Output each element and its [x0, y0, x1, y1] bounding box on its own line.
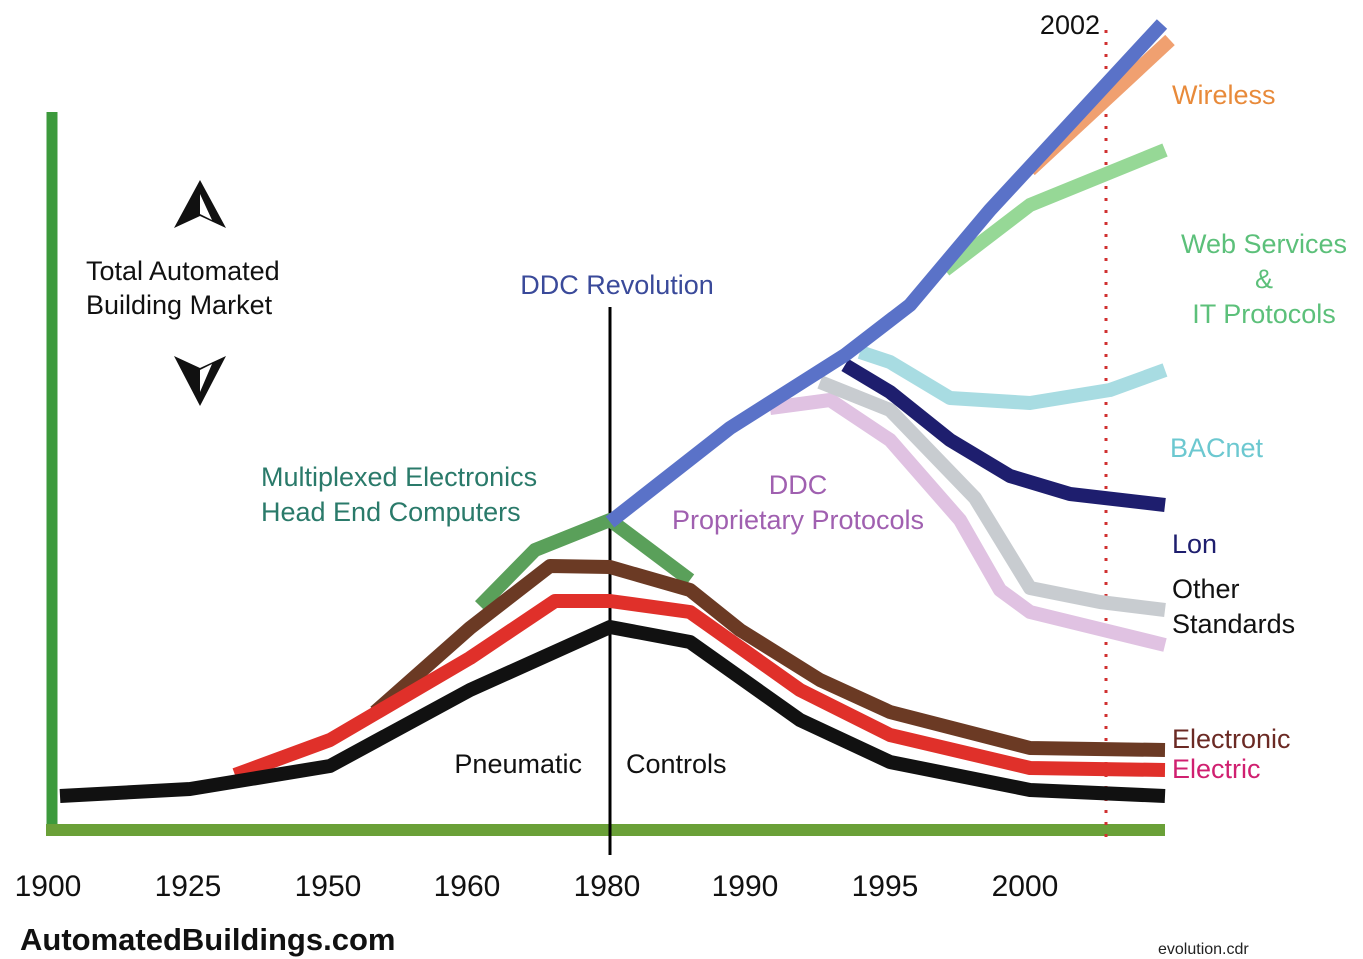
- pneumatic-label: Pneumatic: [454, 749, 582, 779]
- ddc-curve: [605, 19, 1168, 528]
- pneumatic-curve: [59, 620, 1166, 803]
- web-services-label: IT Protocols: [1192, 299, 1336, 329]
- year-label: 2002: [1040, 10, 1100, 40]
- up-arrow: [174, 180, 226, 228]
- file-label: evolution.cdr: [1158, 941, 1249, 958]
- market-label: Total Automated: [86, 256, 280, 286]
- multiplexed-label: Multiplexed Electronics: [261, 462, 537, 492]
- down-arrow: [174, 356, 226, 406]
- ddc-proprietary-label: Proprietary Protocols: [672, 505, 924, 535]
- electronic-label: Electronic: [1172, 724, 1291, 754]
- web-services-curve: [940, 143, 1168, 276]
- bacnet-curve: [857, 345, 1168, 410]
- x-tick-label: 1950: [295, 870, 362, 903]
- web-services-label: &: [1255, 264, 1273, 294]
- electronic-curve: [370, 559, 1166, 757]
- ddc-revolution-label: DDC Revolution: [520, 270, 714, 300]
- multiplexed-curve: [475, 513, 695, 611]
- bacnet-label: BACnet: [1170, 433, 1264, 463]
- electric-curve: [232, 594, 1166, 782]
- wireless-label: Wireless: [1172, 80, 1276, 110]
- x-tick-label: 1925: [155, 870, 222, 903]
- ddc-proprietary-label: DDC: [769, 470, 828, 500]
- controls-label: Controls: [626, 749, 727, 779]
- electric-label: Electric: [1172, 754, 1261, 784]
- web-services-label: Web Services: [1181, 229, 1347, 259]
- x-tick-label: 1990: [712, 870, 779, 903]
- market-label: Building Market: [86, 290, 273, 320]
- lon-curve: [841, 358, 1166, 512]
- lon-label: Lon: [1172, 529, 1217, 559]
- site-label: AutomatedBuildings.com: [20, 922, 395, 957]
- x-tick-label: 1980: [574, 870, 641, 903]
- other-standards-label: Other: [1172, 574, 1240, 604]
- x-tick-label: 1900: [15, 870, 82, 903]
- other-standards-label: Standards: [1172, 609, 1295, 639]
- ddc-proprietary-curve: [769, 393, 1167, 652]
- x-tick-label: 2000: [992, 870, 1059, 903]
- x-tick-label: 1960: [434, 870, 501, 903]
- x-tick-label: 1995: [852, 870, 919, 903]
- multiplexed-label: Head End Computers: [261, 497, 521, 527]
- x-axis-labels: 1900 1925 1950 1960 1980 1990 1995 2000: [15, 870, 1059, 903]
- other-standards-curve: [817, 375, 1166, 617]
